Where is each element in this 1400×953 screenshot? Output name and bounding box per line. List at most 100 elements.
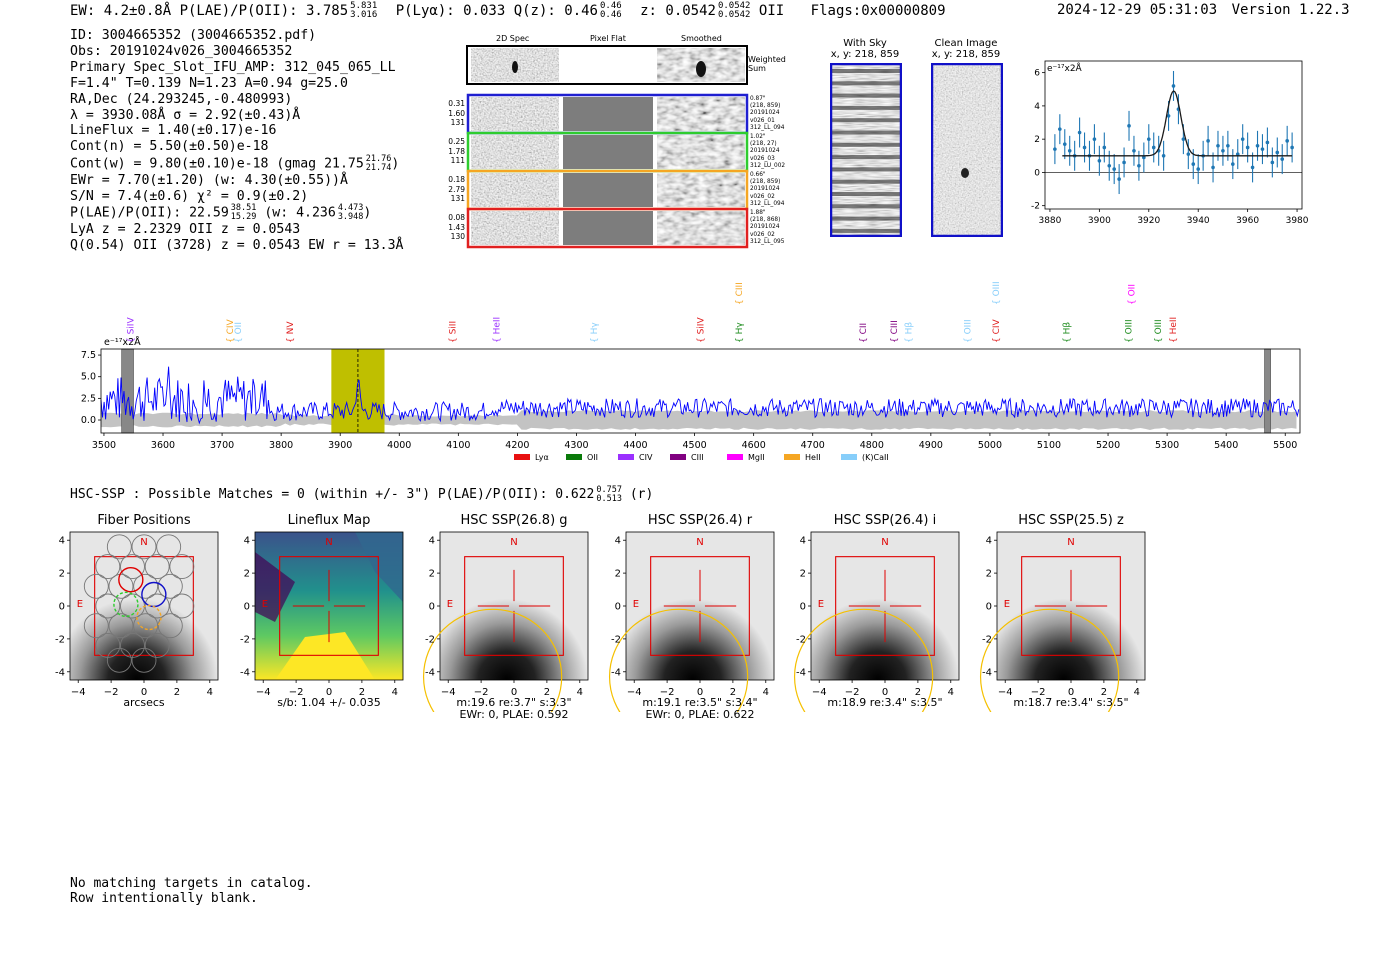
cutout-xtick-label: 2 [1101,687,1107,698]
aperture-box [1021,556,1121,656]
full-xtick-label: 4700 [801,440,825,451]
zoom-xtick-label: 3940 [1187,216,1210,226]
fiber-weight-value: 0.08 [448,213,465,222]
info-plae: P(LAE)/P(OII): 22.59 38.51 15.29 (w: 4.236… [70,203,372,222]
cutout-ytick-label: -4 [425,667,435,678]
cutout-xtick-label: 4 [1134,687,1140,698]
fiber-meta-value: 312_LL_094 [750,200,785,207]
fiber-circle [144,554,170,579]
zoom-data-point [1077,130,1082,135]
zoom-data-point [1221,148,1225,153]
cutout-ytick-label: -4 [240,667,250,678]
info-cont-w: Cont(w) = 9.80(±0.10)e-18 (gmag 21.75 21.… [70,154,400,173]
zoom-data-point [1142,155,1146,160]
zoom-data-point [1053,147,1057,151]
with-sky-image [830,63,902,237]
full-xtick-label: 4200 [505,440,529,451]
cutout-ytick-label: 0 [615,602,621,613]
zoom-data-point [1235,152,1240,156]
fiber-weight-value: 1.78 [448,146,465,156]
fiber-circle-orange [136,604,162,631]
fiber-meta-value: v026_02 [750,193,775,200]
full-xtick-label: 3900 [328,440,352,451]
fiber-smoothed [657,97,745,131]
zoom-xtick-label: 3960 [1236,216,1259,226]
zoom-data-point [1137,163,1141,168]
zoom-ytick-label: 6 [1034,69,1040,79]
cutout-xtick-label: 4 [948,687,954,698]
weighted-sum-line-feature [512,61,518,73]
cutout-ytick-label: 2 [244,569,250,580]
header-plya-qz: P(Lyα): 0.033 Q(z): 0.46 [395,3,598,19]
cutout-title: HSC SSP(26.4) r [647,513,753,528]
cutout-image: N E -4 −4 -2 −2 0 0 2 2 4 4 [793,531,960,712]
full-xtick-label: 4800 [860,440,884,451]
zoom-data-point [1196,167,1201,171]
galaxy-ellipse [979,608,1120,712]
full-xtick-label: 3600 [151,440,175,451]
full-ytick-label: 2.5 [81,393,96,404]
fiber-circle [120,554,145,579]
legend-swatch [670,454,686,460]
zoom-data-point [1082,145,1087,150]
cutout-ytick-label: 2 [429,569,435,580]
fiber-meta-value: 1.88" [750,210,766,216]
galaxy-ellipse [608,608,749,712]
cutout-ytick-label: 4 [615,536,621,547]
legend-swatch [784,454,800,460]
full-line-label: { CIV [992,318,1002,343]
fiber-frame [466,207,749,249]
full-line-label: { OIII [1154,319,1164,343]
detection-info: ID: 3004665352 (3004665352.pdf) Obs: 201… [70,28,450,254]
full-xtick-label: 5000 [978,440,1002,451]
zoom-data-point [1122,160,1126,165]
zoom-data-point [1245,145,1250,150]
full-line-label: { CIII [890,320,900,343]
cutout-image: N E -4 −4 -2 −2 0 0 2 2 4 4 [422,531,589,712]
fiber-weight-value: 131 [450,194,465,203]
cutout-xtick-label: 0 [697,687,703,698]
header-timestamp: 2024-12-29 05:31:03 Version 1.22.3 [1057,2,1350,18]
fiber-row [466,207,749,249]
full-unit-label: e⁻¹⁷x2Å [104,336,141,348]
fiber-meta-value: (218, 859) [750,103,781,110]
zoom-data-point [1265,140,1270,145]
with-sky-coords: x, y: 218, 859 [830,49,900,60]
compass-east: E [447,599,453,610]
cutout-caption-line: m:19.1 re:3.5" s:3.4" [642,696,758,709]
full-line-label: { Hγ [735,322,745,343]
full-ytick-label: 5.0 [81,372,96,383]
zoom-ytick-label: 4 [1034,102,1040,112]
clean-image [931,63,1003,237]
zoom-data-point [1151,145,1156,150]
info-snr: S/N = 7.4(±0.6) χ² = 0.9(±0.2) [70,188,309,204]
fiber-circle [131,534,157,560]
cutout-xtick-label: −4 [627,687,642,698]
fiber-circle [95,593,121,619]
full-noise-envelope [101,410,1297,430]
cutout-title: HSC SSP(25.5) z [1018,513,1124,528]
zoom-line-fit-chart: -2 0 2 4 6 3880 3900 3920 3940 3960 3980 e⁻¹⁷x2Å [1031,60,1309,226]
cutout-title: Fiber Positions [97,513,191,528]
fiber-weight-value: 131 [450,118,465,127]
cutout-caption: arcsecs [60,697,228,709]
cutout-xtick-label: 2 [174,687,180,698]
zoom-ytick-label: -2 [1031,202,1040,212]
info-ewr: EWr = 7.70(±1.20) (w: 4.30(±0.55))Å [70,172,348,188]
cutout-caption: s/b: 1.04 +/- 0.035 [245,697,413,709]
info-plae-text: P(LAE)/P(OII): 22.59 [70,205,229,221]
info-obs: Obs: 20191024v026_3004665352 [70,43,293,59]
full-masked-region [1264,348,1271,434]
info-wavelength: λ = 3930.08Å σ = 2.92(±0.43)Å [70,107,301,123]
full-line-label: { Hβ [904,322,914,343]
header-z-bounds: 0.0542 0.0542 [718,2,751,20]
zoom-data-point [1280,157,1285,161]
legend-label: Lyα [535,453,549,462]
fiber-circle [106,534,132,560]
zoom-data-point [1211,165,1215,170]
full-spectrum-chart: 0.0 2.5 5.0 7.5 3500 3600 3700 3800 3900 4000 4100… [81,281,1301,462]
legend-swatch [566,454,582,460]
header-summary: EW: 4.2±0.8Å P(LAE)/P(OII): 3.785 5.831 3.… [70,2,946,20]
full-line-label: { NV [286,321,296,343]
cutout-caption-line: m:19.6 re:3.7" s:3.3" [456,696,572,709]
